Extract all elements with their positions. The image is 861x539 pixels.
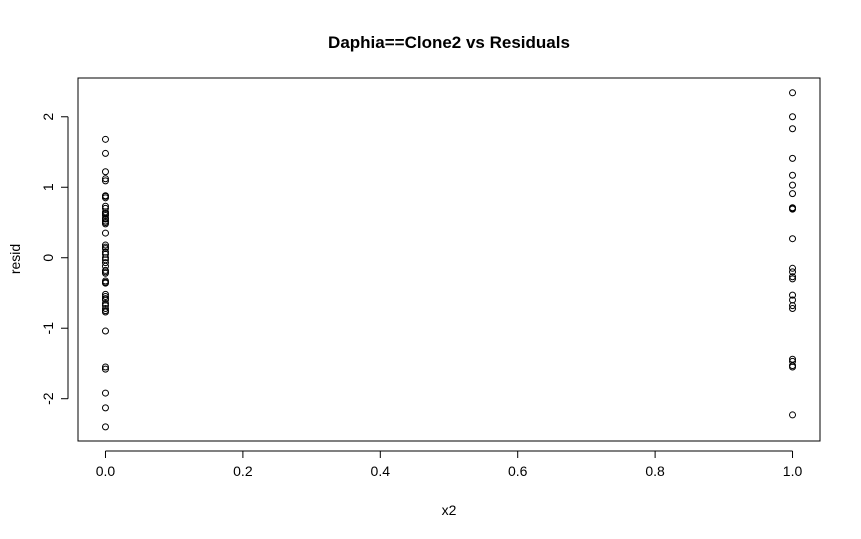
- data-point: [789, 190, 797, 198]
- x-axis-label: x2: [442, 502, 457, 518]
- data-point: [101, 254, 109, 262]
- data-point: [789, 273, 797, 281]
- data-point: [789, 291, 797, 299]
- data-point: [101, 175, 109, 183]
- data-point: [101, 135, 109, 143]
- x-axis: 0.0 0.2 0.4 0.6 0.8 1.0: [96, 450, 803, 479]
- data-point: [789, 302, 797, 310]
- data-point: [789, 181, 797, 189]
- data-point: [101, 363, 109, 371]
- data-point: [101, 307, 109, 315]
- data-point: [101, 194, 109, 202]
- data-point: [789, 264, 797, 272]
- x-tick-label: 1.0: [783, 463, 803, 479]
- y-axis-label: resid: [7, 244, 23, 274]
- data-point: [789, 154, 797, 162]
- y-tick-label: -1: [40, 322, 56, 335]
- data-point: [101, 365, 109, 373]
- y-tick-label: -2: [40, 392, 56, 405]
- x-tick-label: 0.0: [96, 463, 116, 479]
- chart-title: Daphia==Clone2 vs Residuals: [328, 33, 570, 52]
- x-tick-label: 0.6: [508, 463, 528, 479]
- data-point: [101, 269, 109, 277]
- data-point: [101, 241, 109, 249]
- data-point: [101, 389, 109, 397]
- data-point: [101, 293, 109, 301]
- data-point: [101, 300, 109, 308]
- data-point: [789, 268, 797, 276]
- x-tick-label: 0.4: [371, 463, 391, 479]
- data-point: [101, 423, 109, 431]
- x-tick-label: 0.2: [233, 463, 253, 479]
- y-axis: -2 -1 0 1 2: [40, 113, 69, 405]
- data-point: [789, 411, 797, 419]
- data-point: [101, 229, 109, 237]
- y-tick-label: 2: [40, 113, 56, 121]
- data-point: [101, 256, 109, 264]
- data-point: [789, 89, 797, 97]
- data-point: [789, 304, 797, 312]
- data-point: [101, 296, 109, 304]
- data-point: [101, 278, 109, 286]
- data-point: [101, 404, 109, 412]
- y-tick-label: 1: [40, 183, 56, 191]
- data-point: [101, 215, 109, 223]
- data-point: [101, 192, 109, 200]
- data-point: [101, 304, 109, 312]
- data-point: [101, 149, 109, 157]
- data-point: [101, 243, 109, 251]
- data-point: [789, 363, 797, 371]
- data-point: [789, 113, 797, 121]
- data-point: [789, 171, 797, 179]
- y-tick-label: 0: [40, 254, 56, 262]
- data-point: [101, 259, 109, 267]
- data-point: [789, 235, 797, 243]
- plot-frame: [77, 77, 821, 442]
- data-point: [101, 177, 109, 185]
- data-point: [789, 125, 797, 133]
- x-tick-label: 0.8: [645, 463, 665, 479]
- data-point: [789, 205, 797, 213]
- data-point: [101, 210, 109, 218]
- data-point: [101, 168, 109, 176]
- data-point: [789, 275, 797, 283]
- data-point: [101, 218, 109, 226]
- data-point: [101, 327, 109, 335]
- data-points: [101, 89, 797, 431]
